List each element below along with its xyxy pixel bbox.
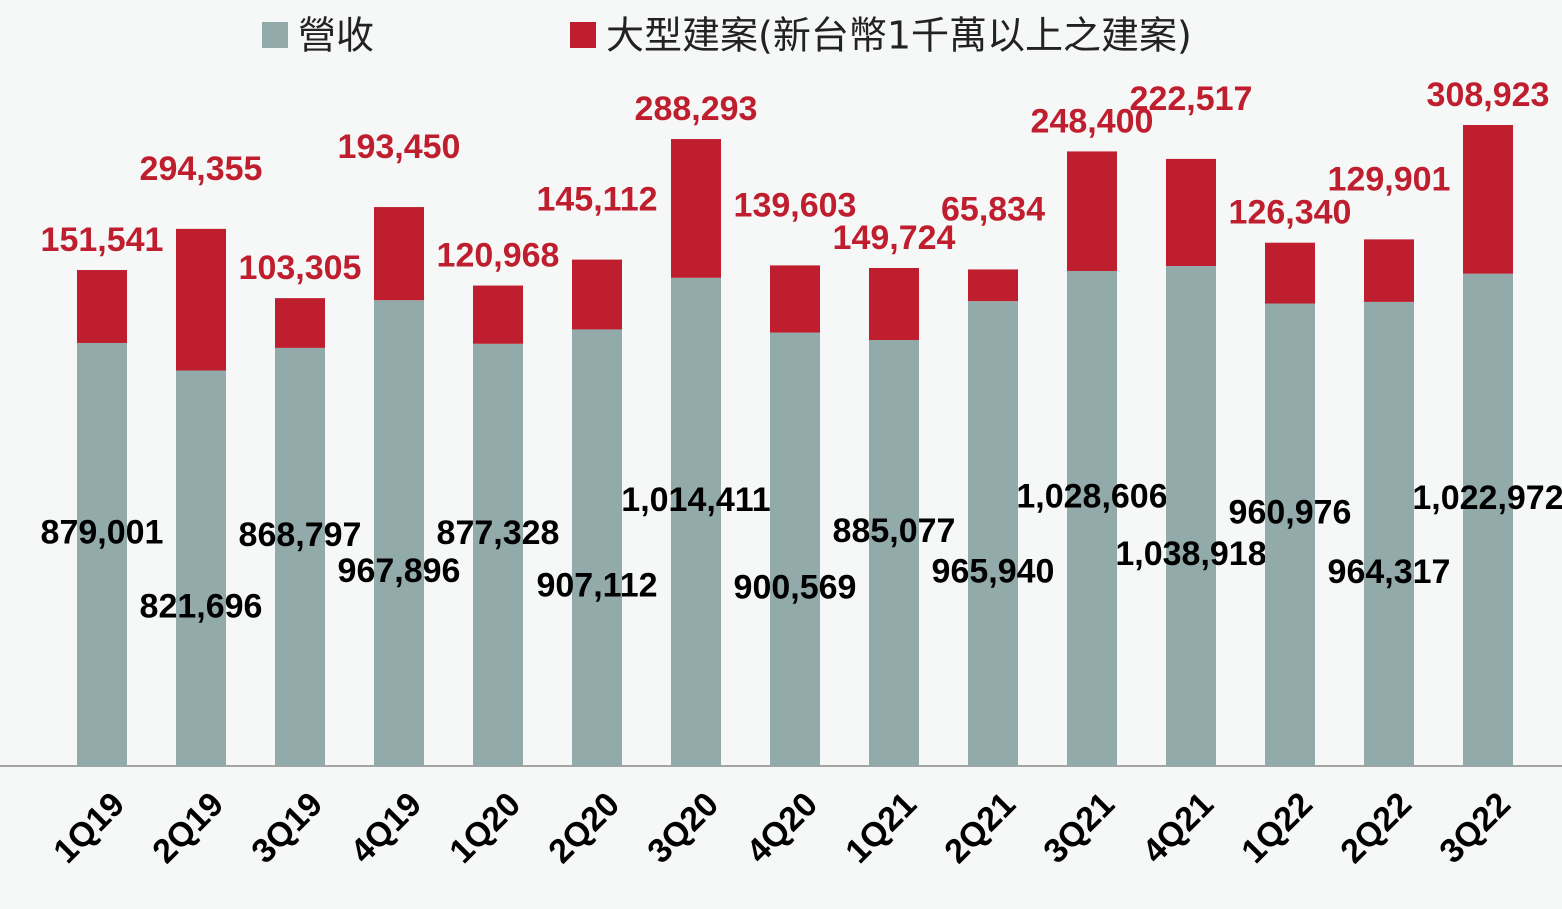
data-label: 120,968	[437, 237, 560, 275]
bar-segment	[176, 371, 226, 766]
bar-segment	[275, 298, 325, 348]
data-label: 885,077	[833, 512, 956, 550]
bar-segment	[671, 278, 721, 766]
bar-segment	[176, 229, 226, 371]
legend-label: 大型建案(新台幣1千萬以上之建案)	[606, 14, 1192, 58]
data-label: 900,569	[734, 568, 857, 606]
bar-segment	[374, 300, 424, 766]
bar-segment	[1067, 271, 1117, 766]
bar-segment	[1166, 159, 1216, 266]
data-label: 129,901	[1328, 160, 1451, 198]
bar-segment	[1265, 304, 1315, 766]
data-label: 879,001	[41, 513, 164, 551]
data-label: 821,696	[140, 587, 263, 625]
data-label: 965,940	[932, 553, 1055, 591]
bar-segment	[1463, 274, 1513, 766]
bar-segment	[1364, 302, 1414, 766]
bar-segment	[77, 343, 127, 766]
data-label: 222,517	[1130, 80, 1253, 118]
data-label: 1,022,972	[1412, 479, 1562, 517]
data-label: 65,834	[941, 190, 1045, 228]
bar-segment	[1265, 243, 1315, 304]
data-label: 126,340	[1229, 194, 1352, 232]
legend-label: 營收	[298, 14, 374, 58]
bar-segment	[869, 340, 919, 766]
bar-segment	[671, 139, 721, 278]
bar-segment	[77, 270, 127, 343]
data-label: 964,317	[1328, 553, 1451, 591]
data-label: 868,797	[239, 516, 362, 554]
bar-segment	[770, 265, 820, 332]
data-label: 151,541	[41, 221, 164, 259]
data-label: 877,328	[437, 514, 560, 552]
bar-segment	[968, 269, 1018, 301]
data-label: 145,112	[536, 181, 657, 219]
bar-segment	[1364, 239, 1414, 302]
bar-segment	[770, 333, 820, 766]
data-label: 149,724	[833, 219, 956, 257]
legend-swatch	[570, 22, 596, 48]
bar-segment	[1463, 125, 1513, 274]
bar-segment	[968, 301, 1018, 766]
data-label: 1,028,606	[1016, 477, 1167, 515]
bar-segment	[1166, 266, 1216, 766]
data-label: 288,293	[635, 90, 758, 128]
data-label: 294,355	[140, 150, 263, 188]
data-label: 960,976	[1229, 494, 1352, 532]
data-label: 1,014,411	[621, 481, 770, 519]
data-label: 907,112	[536, 567, 657, 605]
data-label: 308,923	[1427, 76, 1550, 114]
bar-segment	[473, 286, 523, 344]
legend-swatch	[262, 22, 288, 48]
bar-segment	[572, 260, 622, 330]
bar-segment	[572, 329, 622, 766]
bar-segment	[275, 348, 325, 766]
data-label: 967,896	[338, 552, 461, 590]
bar-segment	[374, 207, 424, 300]
bar-segment	[1067, 151, 1117, 271]
bar-segment	[473, 344, 523, 766]
bar-segment	[869, 268, 919, 340]
data-label: 193,450	[338, 128, 461, 166]
chart: 營收大型建案(新台幣1千萬以上之建案)879,001151,5411Q19821…	[0, 0, 1562, 909]
data-label: 1,038,918	[1115, 535, 1266, 573]
data-label: 103,305	[239, 249, 362, 287]
